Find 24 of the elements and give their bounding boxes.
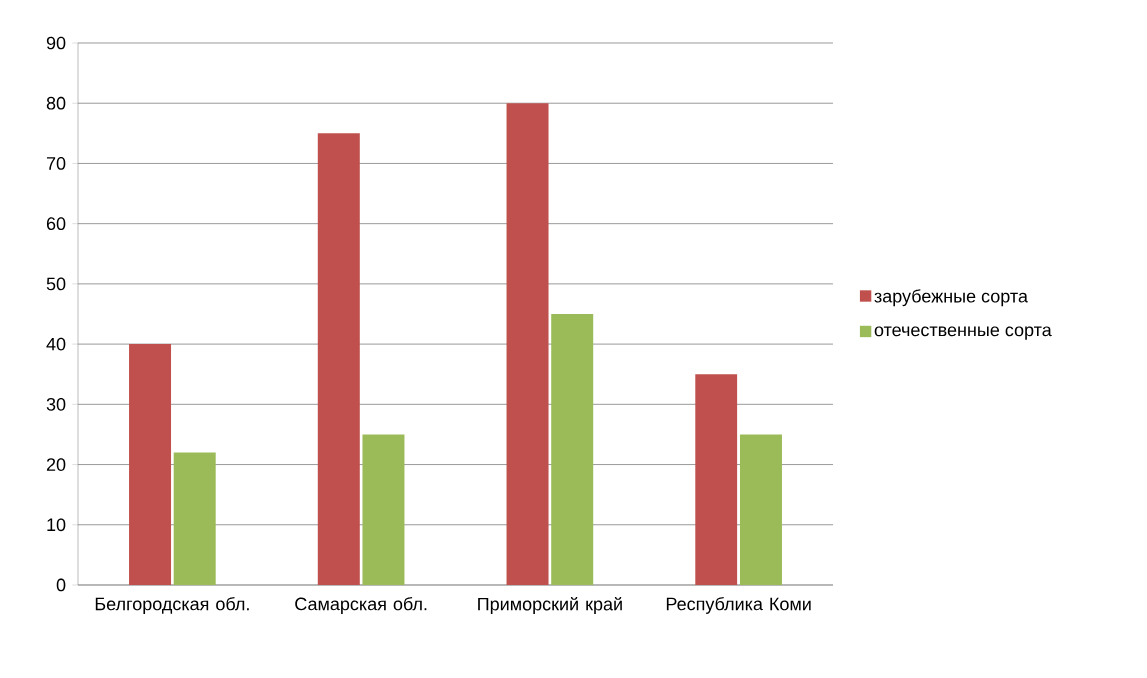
y-tick-label: 80 <box>46 96 66 110</box>
y-tick-label: 10 <box>47 518 66 532</box>
y-tick-label: 20 <box>46 458 66 471</box>
bar <box>551 313 594 585</box>
y-tick-label: 30 <box>46 397 66 411</box>
bar <box>317 133 360 585</box>
y-tick-label: 40 <box>46 337 66 351</box>
y-tick-label: 90 <box>46 36 66 50</box>
legend-label: зарубежные сорта <box>874 289 1028 307</box>
y-tick-label: 0 <box>56 578 66 592</box>
x-tick-label: Белгородская обл. <box>95 596 249 614</box>
bar <box>362 434 405 585</box>
y-tick-label: 70 <box>46 157 66 170</box>
bar <box>173 452 216 585</box>
x-tick-label: Самарская обл. <box>295 596 427 614</box>
x-tick-label: Республика Коми <box>666 596 811 614</box>
legend-label: отечественные сорта <box>874 326 1052 340</box>
y-tick-label: 50 <box>46 277 66 291</box>
y-tick-label: 60 <box>46 217 66 231</box>
bar <box>129 344 172 585</box>
bar <box>695 374 738 585</box>
x-tick-label: Приморский край <box>478 596 622 615</box>
bar <box>739 434 782 585</box>
bar <box>506 103 549 585</box>
